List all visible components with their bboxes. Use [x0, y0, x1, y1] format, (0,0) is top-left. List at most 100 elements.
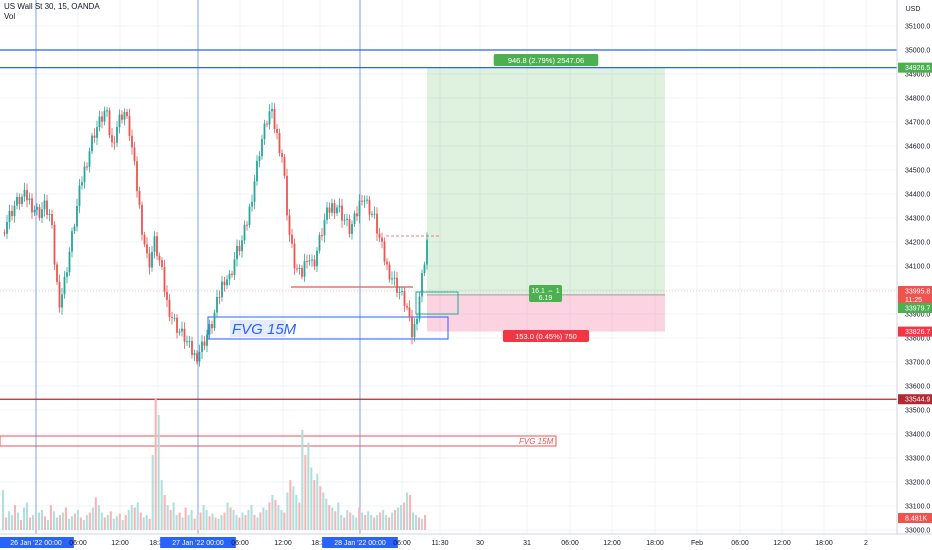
volume-bar — [187, 515, 190, 530]
volume-bar — [229, 507, 232, 530]
y-tick-label: 34700.0 — [905, 120, 930, 127]
candle-body — [173, 317, 176, 319]
candle-body — [36, 206, 38, 210]
volume-bar — [277, 505, 280, 530]
candle-body — [38, 206, 41, 218]
candle-body — [28, 198, 31, 201]
price-label: 33979.7 — [898, 303, 932, 313]
price-axis-bg — [897, 0, 932, 550]
candle-body — [81, 182, 83, 186]
volume-bar — [76, 510, 79, 530]
candle-body — [61, 294, 63, 308]
x-tick-label: 06:00 — [231, 540, 249, 547]
y-tick-label: 34600.0 — [905, 144, 930, 151]
volume-bar — [424, 515, 427, 530]
y-tick-label: 35100.0 — [905, 24, 930, 31]
candle-body — [296, 268, 298, 270]
candle-body — [148, 253, 151, 268]
volume-label[interactable]: Vol — [4, 12, 16, 21]
price-label-text: 34926.5 — [905, 65, 930, 72]
candle-body — [51, 213, 53, 225]
candle-body — [133, 147, 136, 162]
candle-body — [321, 235, 323, 237]
candle-body — [251, 201, 253, 207]
stop-label-bg — [502, 330, 590, 342]
candle-body — [258, 156, 261, 161]
chart-title[interactable]: US Wall St 30, 15, OANDA — [4, 2, 100, 11]
volume-bar — [55, 517, 58, 530]
volume-bar — [178, 512, 181, 530]
x-tick-label: 18:30 — [311, 540, 329, 547]
volume-bar — [166, 505, 169, 530]
price-label: 34926.5 — [898, 62, 932, 73]
volume-bar — [199, 512, 202, 530]
candle-body — [276, 128, 278, 134]
candle-body — [341, 205, 343, 221]
candle-body — [266, 123, 268, 125]
y-tick-label: 33600.0 — [905, 384, 930, 391]
x-tick-label: 06:00 — [731, 540, 749, 547]
candle-body — [383, 241, 386, 262]
candle-body — [303, 261, 306, 277]
volume-bar — [73, 513, 76, 530]
candle-body — [93, 135, 96, 138]
candle-body — [113, 142, 116, 144]
price-label-bg — [898, 303, 932, 313]
candle-body — [118, 114, 121, 128]
candle-body — [88, 151, 91, 167]
volume-bar — [22, 507, 26, 530]
volume-bar — [58, 515, 61, 530]
volume-bar — [103, 517, 106, 530]
volume-bar — [280, 510, 283, 530]
volume-bar — [112, 518, 115, 530]
price-label-bg — [898, 62, 932, 73]
volume-bar — [109, 511, 112, 530]
candle-body — [18, 196, 21, 205]
volume-bar — [118, 513, 121, 530]
volume-bar — [196, 515, 199, 530]
volume-bar — [31, 515, 35, 530]
candle-body — [3, 232, 6, 234]
y-tick-label: 33800.0 — [905, 336, 930, 343]
y-tick-label: 34100.0 — [905, 264, 930, 271]
volume-bar — [298, 502, 301, 530]
candle-body — [168, 299, 171, 317]
candle-body — [358, 200, 361, 217]
candle-body — [146, 244, 148, 254]
volume-bar — [415, 515, 418, 530]
candle-body — [111, 135, 113, 143]
candle-body — [166, 291, 168, 300]
volume-bar — [133, 507, 136, 530]
candle-body — [371, 213, 373, 215]
y-tick-label: 33300.0 — [905, 456, 930, 463]
fvg-outline — [207, 316, 449, 340]
candle-body — [286, 175, 288, 216]
candle-body — [238, 245, 241, 252]
y-tick-label: 33400.0 — [905, 432, 930, 439]
ratio-label-line-2: 6.19 — [539, 295, 553, 302]
candle-body — [186, 341, 188, 343]
candle-body — [6, 222, 8, 234]
candle-body — [281, 152, 283, 157]
volume-bar — [193, 518, 196, 530]
volume-bar — [181, 517, 184, 530]
volume-bar — [127, 510, 130, 530]
y-tick-label: 35000.0 — [905, 48, 930, 55]
candle-body — [108, 110, 111, 136]
x-tick-label: 18:00 — [815, 540, 833, 547]
x-tick-label: 12:00 — [603, 540, 621, 547]
price-label: 33995.8 — [898, 286, 932, 297]
candle-body — [301, 268, 303, 277]
volume-bar — [274, 500, 277, 530]
candle-body — [226, 279, 228, 286]
volume-bar — [94, 497, 97, 530]
candle-body — [331, 203, 333, 213]
volume-bar — [121, 520, 124, 530]
price-axis: USD 33000.0 33100.0 33200.0 33300.0 33400.0 33… — [896, 0, 932, 550]
candle-body — [151, 251, 153, 268]
price-label-text: 8.481K — [905, 516, 928, 523]
fvg-small-box — [415, 291, 459, 315]
volume-bar — [25, 502, 29, 530]
price-label: 33826.7 — [898, 326, 932, 337]
